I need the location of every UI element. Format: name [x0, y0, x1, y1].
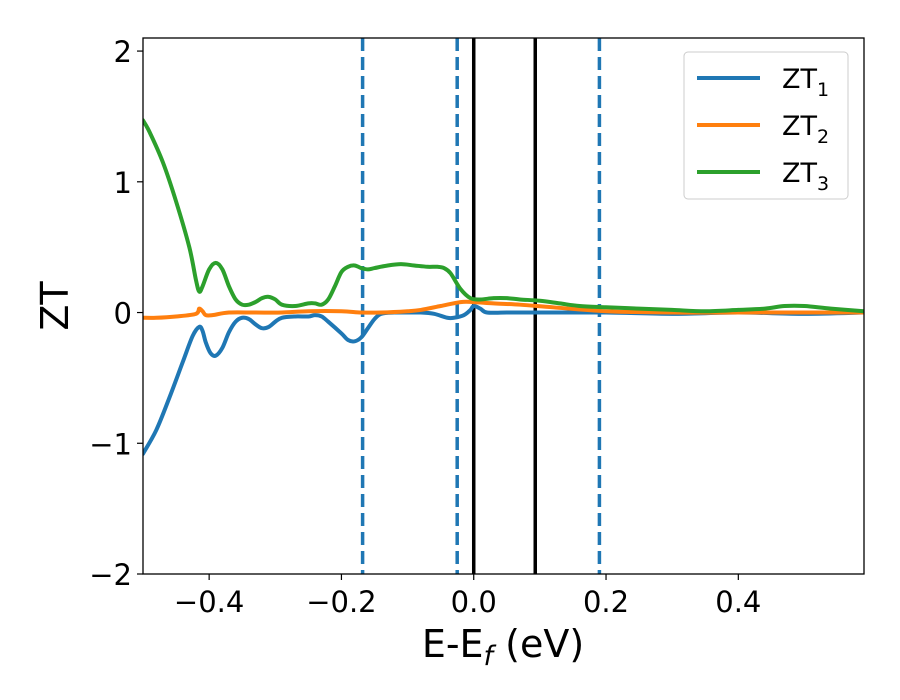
series-line-zt3	[143, 118, 864, 314]
x-tick-label: 0.2	[583, 585, 629, 619]
y-axis: −2 −1 0 1 2	[89, 35, 143, 592]
x-tick-label: −0.4	[174, 585, 244, 619]
y-tick-label: 0	[114, 297, 132, 331]
legend-label-zt2: ZT2	[782, 111, 829, 148]
x-tick-label: 0.4	[715, 585, 761, 619]
legend-box	[683, 51, 849, 200]
y-tick-label: −1	[89, 427, 132, 461]
x-tick-label: 0.0	[451, 585, 497, 619]
x-tick-label: −0.2	[306, 585, 376, 619]
y-tick-label: 1	[114, 166, 132, 200]
legend: ZT1 ZT2 ZT3	[683, 51, 849, 200]
series-line-zt1	[143, 303, 864, 456]
series-layer	[143, 118, 864, 456]
x-axis-title: E-Ef (eV)	[422, 622, 584, 672]
legend-label-zt3: ZT3	[782, 158, 829, 195]
plot-frame	[142, 37, 865, 575]
x-axis: −0.4 −0.2 0.0 0.2 0.4	[174, 574, 761, 619]
series-line-zt2	[143, 299, 864, 320]
y-tick-label: −2	[89, 558, 132, 592]
y-tick-label: 2	[114, 35, 132, 69]
legend-label-zt1: ZT1	[782, 64, 829, 101]
y-axis-title: ZT	[33, 281, 77, 331]
